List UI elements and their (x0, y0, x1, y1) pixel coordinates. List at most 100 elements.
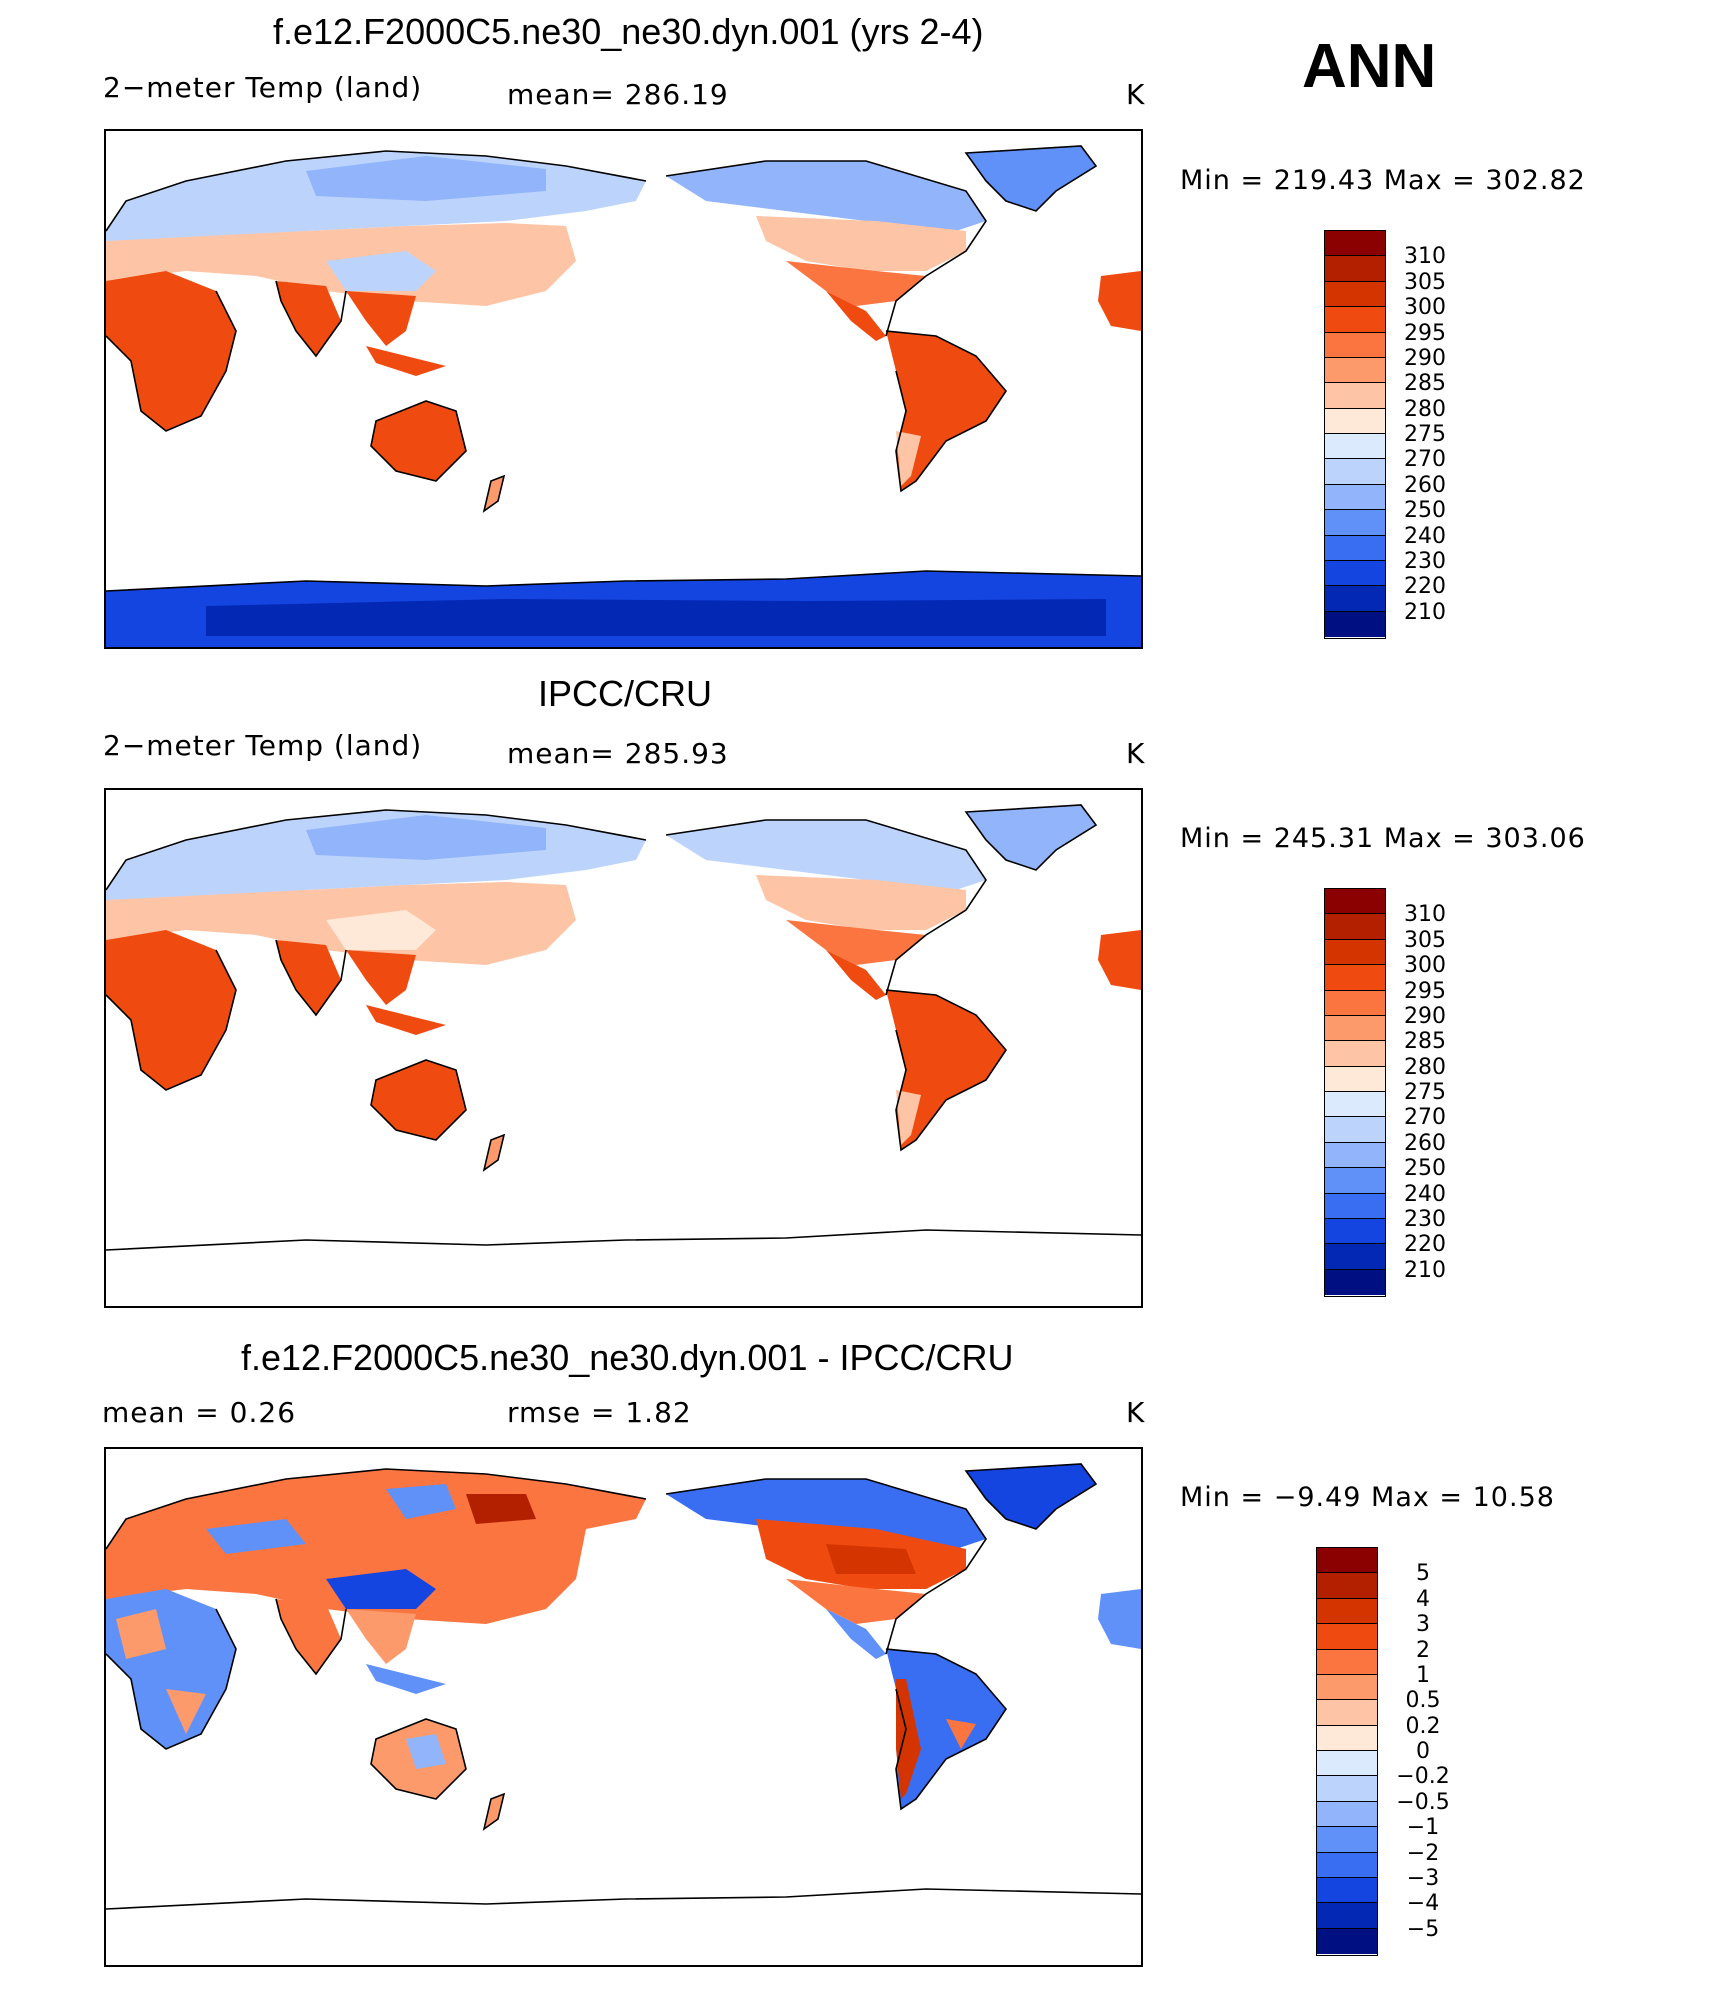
colorbar-segment (1325, 1041, 1385, 1067)
colorbar-tick-label: 305 (1404, 269, 1446, 295)
north-america-south (786, 1579, 926, 1624)
colorbar-tick-label: 0 (1416, 1739, 1430, 1764)
colorbar-segment (1325, 281, 1385, 308)
colorbar-segment (1325, 231, 1385, 257)
colorbar-segment (1325, 484, 1385, 511)
colorbar-tick-label: −0.5 (1396, 1789, 1450, 1815)
colorbar-segment (1325, 510, 1385, 536)
india (276, 1599, 341, 1674)
colorbar-segment (1325, 1168, 1385, 1194)
colorbar-tick-label: 305 (1404, 927, 1446, 953)
north-america-south (786, 261, 926, 306)
colorbar-tick-label: 300 (1404, 295, 1446, 321)
colorbar-tick-label: −4 (1406, 1891, 1440, 1917)
colorbar-tick-label: 0.2 (1405, 1713, 1441, 1739)
colorbar-segment (1317, 1624, 1377, 1650)
colorbar-segment (1325, 611, 1385, 637)
colorbar-tick-label: −1 (1406, 1815, 1440, 1841)
colorbar-segment (1325, 1015, 1385, 1042)
tibetan-plateau (326, 1569, 436, 1609)
colorbar-segment (1325, 535, 1385, 561)
colorbar-segment (1317, 1903, 1377, 1929)
panel-3-map-svg (106, 1463, 1141, 1910)
colorbar-segment (1325, 939, 1385, 966)
colorbar-segment (1317, 1700, 1377, 1726)
se-asia (346, 1609, 416, 1664)
panel-1-units: K (1126, 78, 1146, 111)
south-america (886, 1649, 1006, 1809)
colorbar-segment (1317, 1827, 1377, 1853)
panel-2-min-max: Min = 245.31 Max = 303.06 (1180, 823, 1586, 854)
north-america-north (666, 161, 986, 231)
colorbar-segment (1325, 965, 1385, 991)
colorbar-tick-label: 2 (1416, 1637, 1430, 1663)
north-america-mid (756, 875, 966, 930)
panel-2-units: K (1126, 737, 1146, 770)
indonesia (366, 1005, 446, 1035)
colorbar-tick-label: 5 (1416, 1561, 1430, 1587)
colorbar-segment (1317, 1852, 1377, 1878)
colorbar-segment (1325, 1117, 1385, 1143)
colorbar-segment (1325, 1142, 1385, 1169)
colorbar-segment (1325, 332, 1385, 358)
colorbar-segment (1325, 560, 1385, 587)
colorbar-tick-label: 290 (1404, 345, 1446, 371)
colorbar-segment (1325, 434, 1385, 460)
colorbar-segment (1325, 914, 1385, 940)
colorbar-tick-label: 4 (1416, 1586, 1430, 1612)
colorbar-segment (1317, 1649, 1377, 1675)
west-africa-edge (1098, 271, 1141, 331)
africa (106, 271, 236, 431)
north-america-mid (756, 216, 966, 271)
india (276, 281, 341, 356)
colorbar-segment (1317, 1674, 1377, 1701)
colorbar-tick-label: 260 (1404, 1130, 1446, 1156)
colorbar-tick-label: 275 (1404, 422, 1446, 447)
colorbar-tick-label: 220 (1404, 1232, 1446, 1258)
greenland (966, 146, 1096, 211)
colorbar-tick-label: 3 (1416, 1612, 1430, 1638)
colorbar-segment (1325, 1244, 1385, 1270)
panel-2-mean: mean= 285.93 (507, 737, 729, 770)
colorbar-tick-label: 240 (1404, 523, 1446, 549)
colorbar-segment (1325, 256, 1385, 282)
colorbar-segment (1317, 1776, 1377, 1802)
colorbar-tick-label: 260 (1404, 472, 1446, 498)
colorbar-tick-label: −0.2 (1396, 1764, 1450, 1790)
panel-3-units: K (1126, 1396, 1146, 1429)
north-america-north (666, 820, 986, 890)
colorbar-tick-label: 280 (1404, 396, 1446, 422)
se-asia (346, 291, 416, 346)
west-africa-edge (1098, 930, 1141, 990)
panel-1-variable: 2−meter Temp (land) (103, 71, 423, 104)
colorbar-tick-label: 230 (1404, 548, 1446, 574)
colorbar-tick-label: 310 (1404, 244, 1446, 270)
colorbar-tick-label: 250 (1404, 1156, 1446, 1182)
colorbar-tick-label: −5 (1406, 1916, 1440, 1942)
colorbar-tick-label: 280 (1404, 1054, 1446, 1080)
colorbar-tick-label: 310 (1404, 902, 1446, 928)
colorbar-tick-label: 220 (1404, 574, 1446, 600)
colorbar-segment (1325, 408, 1385, 434)
greenland (966, 1464, 1096, 1529)
colorbar-tick-label: 285 (1404, 1029, 1446, 1055)
colorbar-segment (1325, 990, 1385, 1016)
colorbar-segment (1317, 1598, 1377, 1625)
panel-1-mean: mean= 286.19 (507, 78, 729, 111)
panel-2-variable: 2−meter Temp (land) (103, 729, 423, 762)
colorbar-segment (1317, 1751, 1377, 1777)
colorbar-tick-label: 0.5 (1405, 1688, 1441, 1714)
colorbar-segment (1325, 1269, 1385, 1295)
north-america-south (786, 920, 926, 965)
colorbar-tick-label: 240 (1404, 1181, 1446, 1207)
panel-1-title: f.e12.F2000C5.ne30_ne30.dyn.001 (yrs 2-4… (273, 11, 984, 52)
africa (106, 1589, 236, 1749)
colorbar-tick-label: −2 (1406, 1840, 1440, 1866)
colorbar-tick-label: 275 (1404, 1080, 1446, 1105)
tibetan-plateau (326, 251, 436, 291)
colorbar-segment (1325, 357, 1385, 384)
colorbar-segment (1317, 1928, 1377, 1954)
colorbar-segment (1317, 1877, 1377, 1904)
panel-3-rmse: rmse = 1.82 (507, 1396, 692, 1429)
tibetan-plateau (326, 910, 436, 950)
